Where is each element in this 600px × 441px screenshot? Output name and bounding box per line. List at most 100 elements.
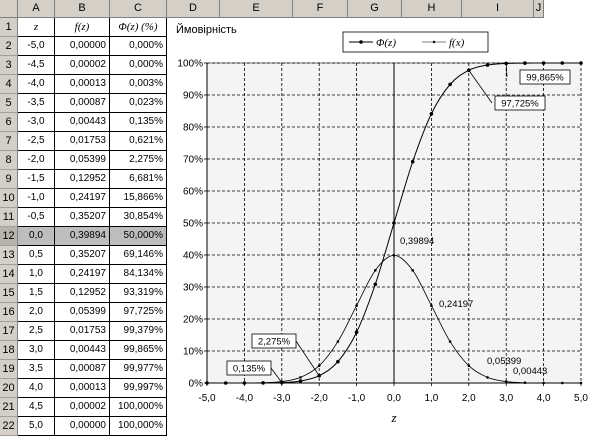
column-header-a[interactable]: A	[18, 0, 55, 18]
table-cell[interactable]: 0,24197	[55, 265, 110, 284]
row-header-11[interactable]: 11	[0, 208, 18, 227]
table-header-cell[interactable]: z	[18, 18, 55, 37]
column-header-i[interactable]: I	[462, 0, 534, 18]
table-cell[interactable]: 0,00443	[55, 113, 110, 132]
column-header-f[interactable]: F	[293, 0, 348, 18]
table-cell[interactable]: 69,146%	[110, 246, 167, 265]
row-header-22[interactable]: 22	[0, 417, 18, 436]
table-cell[interactable]: 99,379%	[110, 322, 167, 341]
table-cell[interactable]: 1,0	[18, 265, 55, 284]
table-cell[interactable]: 0,5	[18, 246, 55, 265]
table-header-cell[interactable]: Φ(z) (%)	[110, 18, 167, 37]
row-header-20[interactable]: 20	[0, 379, 18, 398]
column-header-b[interactable]: B	[55, 0, 110, 18]
row-header-13[interactable]: 13	[0, 246, 18, 265]
table-cell[interactable]: -2,5	[18, 132, 55, 151]
table-cell[interactable]: 0,0	[18, 227, 55, 246]
table-cell[interactable]: 0,35207	[55, 208, 110, 227]
row-header-2[interactable]: 2	[0, 37, 18, 56]
row-header-17[interactable]: 17	[0, 322, 18, 341]
row-header-5[interactable]: 5	[0, 94, 18, 113]
row-header-19[interactable]: 19	[0, 360, 18, 379]
table-cell[interactable]: 100,000%	[110, 417, 167, 436]
table-cell[interactable]: 100,000%	[110, 398, 167, 417]
row-header-3[interactable]: 3	[0, 56, 18, 75]
table-header-cell[interactable]: f(z)	[55, 18, 110, 37]
table-cell[interactable]: 0,12952	[55, 284, 110, 303]
row-header-7[interactable]: 7	[0, 132, 18, 151]
table-cell[interactable]: -4,0	[18, 75, 55, 94]
table-cell[interactable]: 99,865%	[110, 341, 167, 360]
row-header-1[interactable]: 1	[0, 18, 18, 37]
table-cell[interactable]: 0,00002	[55, 56, 110, 75]
table-cell[interactable]: 3,5	[18, 360, 55, 379]
table-cell[interactable]: 0,00002	[55, 398, 110, 417]
table-cell[interactable]: 2,275%	[110, 151, 167, 170]
table-cell[interactable]: 3,0	[18, 341, 55, 360]
table-cell[interactable]: 0,00013	[55, 379, 110, 398]
row-header-15[interactable]: 15	[0, 284, 18, 303]
table-cell[interactable]: 0,00000	[55, 417, 110, 436]
row-header-8[interactable]: 8	[0, 151, 18, 170]
probability-chart[interactable]: Ймовірність 0% 10% 20% 30% 40% 50% 60% 70% 80% 90…	[167, 18, 600, 441]
column-header-h[interactable]: H	[402, 0, 462, 18]
table-cell[interactable]: 99,997%	[110, 379, 167, 398]
row-header-16[interactable]: 16	[0, 303, 18, 322]
table-cell[interactable]: -5,0	[18, 37, 55, 56]
column-header-j[interactable]: J	[534, 0, 544, 18]
table-cell[interactable]: 6,681%	[110, 170, 167, 189]
table-cell[interactable]: 30,854%	[110, 208, 167, 227]
table-cell[interactable]: 0,05399	[55, 151, 110, 170]
row-header-14[interactable]: 14	[0, 265, 18, 284]
table-cell[interactable]: 5,0	[18, 417, 55, 436]
table-cell[interactable]: 0,00443	[55, 341, 110, 360]
table-cell[interactable]: 0,000%	[110, 37, 167, 56]
table-cell[interactable]: -2,0	[18, 151, 55, 170]
table-cell[interactable]: 50,000%	[110, 227, 167, 246]
table-cell[interactable]: 0,01753	[55, 132, 110, 151]
row-header-9[interactable]: 9	[0, 170, 18, 189]
row-header-21[interactable]: 21	[0, 398, 18, 417]
table-cell[interactable]: -3,5	[18, 94, 55, 113]
table-cell[interactable]: -3,0	[18, 113, 55, 132]
table-cell[interactable]: 93,319%	[110, 284, 167, 303]
table-cell[interactable]: 0,00087	[55, 94, 110, 113]
table-cell[interactable]: 4,0	[18, 379, 55, 398]
table-cell[interactable]: 0,00087	[55, 360, 110, 379]
table-cell[interactable]: 0,01753	[55, 322, 110, 341]
table-cell[interactable]: 2,5	[18, 322, 55, 341]
table-cell[interactable]: 99,977%	[110, 360, 167, 379]
column-header-d[interactable]: D	[167, 0, 220, 18]
row-header-6[interactable]: 6	[0, 113, 18, 132]
table-cell[interactable]: 0,35207	[55, 246, 110, 265]
table-cell[interactable]: 2,0	[18, 303, 55, 322]
table-cell[interactable]: 0,023%	[110, 94, 167, 113]
row-header-12[interactable]: 12	[0, 227, 18, 246]
table-cell[interactable]: 0,00000	[55, 37, 110, 56]
table-cell[interactable]: 0,000%	[110, 56, 167, 75]
table-cell[interactable]: -1,0	[18, 189, 55, 208]
table-cell[interactable]: 0,135%	[110, 113, 167, 132]
table-cell[interactable]: 0,05399	[55, 303, 110, 322]
table-cell[interactable]: -1,5	[18, 170, 55, 189]
table-cell[interactable]: 1,5	[18, 284, 55, 303]
column-header-g[interactable]: G	[348, 0, 402, 18]
row-header-4[interactable]: 4	[0, 75, 18, 94]
table-cell[interactable]: 0,00013	[55, 75, 110, 94]
table-cell[interactable]: 0,621%	[110, 132, 167, 151]
row-header-10[interactable]: 10	[0, 189, 18, 208]
table-cell[interactable]: 4,5	[18, 398, 55, 417]
table-cell[interactable]: -4,5	[18, 56, 55, 75]
column-header-c[interactable]: C	[110, 0, 167, 18]
table-cell[interactable]: 97,725%	[110, 303, 167, 322]
table-cell[interactable]: 0,39894	[55, 227, 110, 246]
select-all-corner[interactable]	[0, 0, 18, 18]
table-cell[interactable]: 15,866%	[110, 189, 167, 208]
table-cell[interactable]: 0,003%	[110, 75, 167, 94]
row-header-18[interactable]: 18	[0, 341, 18, 360]
column-header-e[interactable]: E	[220, 0, 293, 18]
table-cell[interactable]: 0,12952	[55, 170, 110, 189]
table-cell[interactable]: -0,5	[18, 208, 55, 227]
table-cell[interactable]: 0,24197	[55, 189, 110, 208]
table-cell[interactable]: 84,134%	[110, 265, 167, 284]
